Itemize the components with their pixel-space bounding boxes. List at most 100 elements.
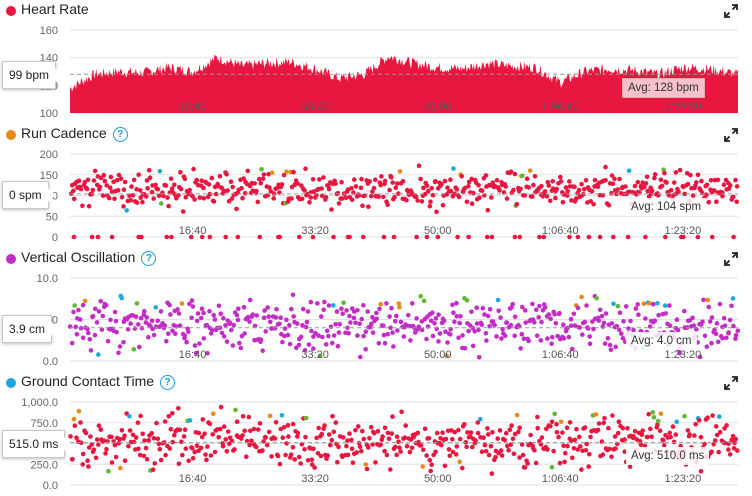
chart-plot[interactable]: 16014012010016:4033:2050:001:06:401:23:2… [0, 0, 752, 124]
data-point [570, 455, 575, 461]
data-point [517, 455, 522, 460]
data-point [371, 185, 377, 191]
help-icon[interactable]: ? [112, 127, 128, 142]
data-point [353, 320, 358, 326]
data-point [224, 172, 229, 177]
data-point [462, 346, 468, 351]
data-point [450, 437, 455, 442]
data-point [157, 169, 163, 174]
data-point [285, 423, 291, 428]
data-point [105, 338, 111, 344]
data-point [726, 447, 731, 452]
chart-plot[interactable]: 1,000.0750.0500.0250.00.016:4033:2050:00… [0, 372, 752, 496]
data-point [157, 446, 163, 452]
data-point [512, 333, 517, 339]
data-point [721, 182, 727, 187]
data-point [194, 177, 199, 183]
data-point [603, 311, 609, 316]
data-point [398, 449, 403, 454]
data-point [339, 306, 344, 311]
data-point [591, 326, 596, 332]
data-point [195, 311, 201, 316]
data-point [341, 300, 346, 306]
data-point [735, 328, 741, 334]
expand-icon[interactable] [724, 4, 738, 18]
data-point [176, 406, 181, 411]
data-point [657, 428, 663, 433]
data-point [240, 414, 246, 419]
data-point [484, 234, 490, 240]
data-point [88, 348, 94, 353]
data-point [392, 194, 397, 200]
data-point [140, 199, 145, 205]
data-point [340, 311, 346, 316]
data-point [554, 186, 559, 192]
data-point [511, 187, 516, 193]
data-point [179, 301, 185, 306]
data-point [221, 315, 226, 321]
data-point [370, 314, 375, 320]
data-point [534, 333, 540, 338]
data-point [662, 170, 667, 176]
data-point [536, 315, 541, 320]
data-point [184, 339, 189, 345]
expand-icon[interactable] [724, 376, 738, 390]
data-point [150, 467, 156, 472]
data-point [204, 322, 210, 328]
data-point [582, 425, 588, 430]
data-point [427, 204, 433, 209]
chart-plot[interactable]: 20015010050016:4033:2050:001:06:401:23:2… [0, 124, 752, 248]
data-point [714, 321, 720, 326]
data-point [89, 234, 95, 240]
data-point [138, 195, 143, 200]
data-point [466, 234, 471, 240]
data-point [197, 195, 203, 200]
data-point [146, 438, 151, 443]
data-point [247, 442, 252, 448]
data-point [248, 428, 253, 434]
expand-icon[interactable] [724, 128, 738, 142]
data-point [330, 340, 335, 346]
data-point [580, 332, 585, 337]
data-point [199, 306, 205, 311]
data-point [82, 180, 88, 185]
data-point [271, 196, 277, 201]
help-icon[interactable]: ? [160, 375, 176, 390]
data-point [257, 234, 263, 240]
data-point [290, 421, 296, 427]
data-point [263, 329, 269, 334]
data-point [398, 319, 404, 325]
data-point [225, 188, 230, 193]
data-point [208, 453, 214, 458]
expand-icon[interactable] [724, 252, 738, 266]
data-point [98, 299, 103, 304]
data-point [486, 432, 491, 437]
data-point [379, 174, 384, 179]
x-tick-label: 33:20 [301, 101, 329, 113]
data-point [705, 415, 710, 420]
data-point [512, 171, 518, 177]
data-point [312, 465, 317, 470]
data-point [733, 436, 739, 442]
data-point [96, 309, 102, 314]
data-point [568, 316, 574, 322]
data-point [173, 331, 178, 336]
data-point [436, 339, 441, 344]
data-point [519, 442, 525, 447]
data-point [205, 444, 210, 449]
data-point [260, 448, 265, 453]
data-point [640, 428, 645, 433]
data-point [360, 428, 365, 434]
data-point [464, 199, 470, 205]
data-point [366, 204, 371, 209]
data-point [234, 312, 240, 318]
data-point [709, 340, 714, 346]
data-point [135, 420, 141, 425]
data-point [189, 234, 194, 240]
data-point [520, 452, 526, 458]
help-icon[interactable]: ? [141, 251, 157, 266]
data-point [601, 320, 607, 326]
data-point [166, 203, 171, 209]
data-point [351, 315, 357, 321]
